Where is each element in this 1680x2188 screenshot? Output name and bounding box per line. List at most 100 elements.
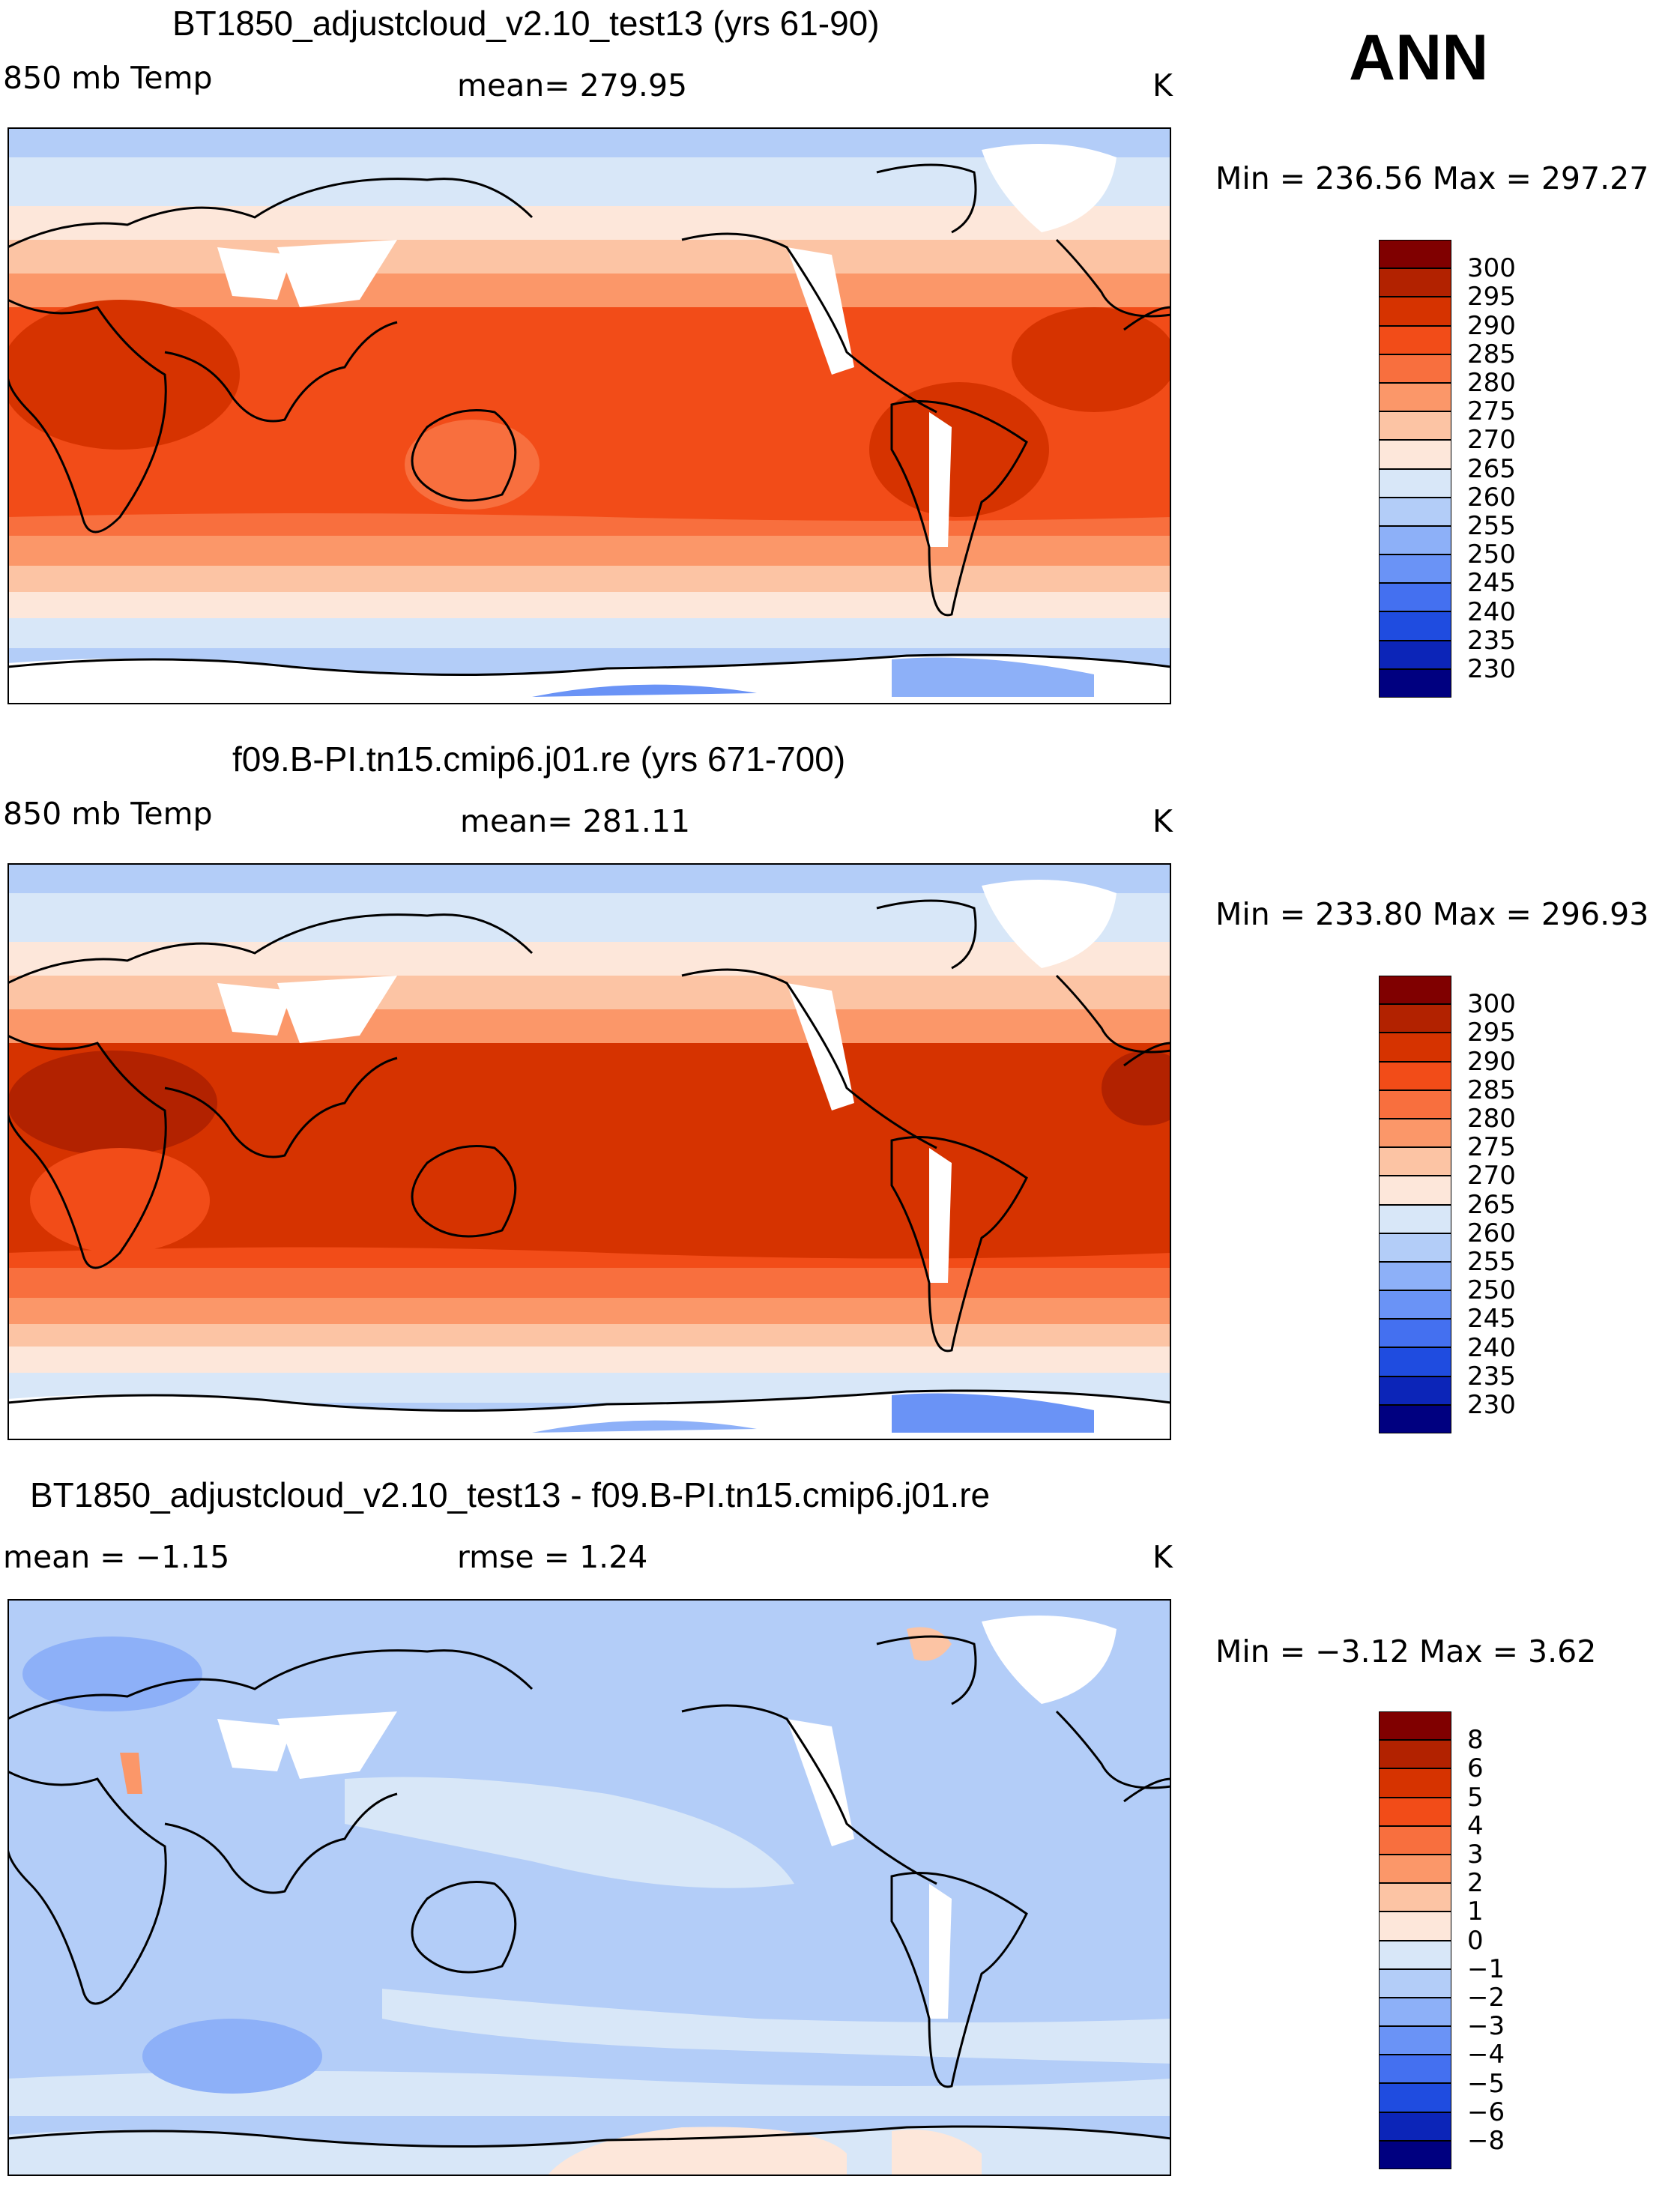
colorbar-tick-label: 3 <box>1467 1840 1484 1870</box>
colorbar-box <box>1379 611 1451 641</box>
colorbar-box <box>1379 1883 1451 1912</box>
colorbar-box <box>1379 2112 1451 2141</box>
panel-2-minmax: Min = 233.80 Max = 296.93 <box>1215 896 1649 932</box>
panel-1-minmax: Min = 236.56 Max = 297.27 <box>1215 160 1649 196</box>
colorbar-tick-label: 250 <box>1467 540 1516 570</box>
colorbar-box <box>1379 1768 1451 1798</box>
colorbar-tick-label: 290 <box>1467 1046 1516 1077</box>
colorbar-tick-label: −3 <box>1467 2011 1505 2042</box>
colorbar-box <box>1379 554 1451 584</box>
colorbar-box <box>1379 2055 1451 2084</box>
colorbar-box <box>1379 1404 1451 1433</box>
panel-3-minmax: Min = −3.12 Max = 3.62 <box>1215 1634 1597 1669</box>
panel-2-field-label: 850 mb Temp <box>3 796 213 832</box>
colorbar-tick-label: 300 <box>1467 253 1516 284</box>
colorbar-tick-label: 255 <box>1467 511 1516 541</box>
panel-3-difference-field <box>7 1599 1171 2176</box>
panel-1-mean-label: mean= 279.95 <box>457 67 688 103</box>
colorbar-box <box>1379 1233 1451 1262</box>
colorbar-tick-label: 230 <box>1467 1390 1516 1420</box>
colorbar-tick-label: −4 <box>1467 2040 1505 2070</box>
season-label: ANN <box>1349 22 1489 94</box>
panel-3-mean-label: mean = −1.15 <box>3 1539 230 1575</box>
colorbar-box <box>1379 297 1451 326</box>
colorbar-tick-label: 1 <box>1467 1897 1484 1927</box>
colorbar-box <box>1379 468 1451 498</box>
colorbar-tick-label: 0 <box>1467 1925 1484 1956</box>
panel-1-field-label: 850 mb Temp <box>3 60 213 96</box>
colorbar-box <box>1379 382 1451 412</box>
colorbar-box <box>1379 1968 1451 1998</box>
colorbar-tick-label: 295 <box>1467 1018 1516 1048</box>
colorbar-box <box>1379 525 1451 555</box>
colorbar-tick-label: −5 <box>1467 2068 1505 2099</box>
colorbar-tick-label: 240 <box>1467 1332 1516 1363</box>
colorbar-box <box>1379 1204 1451 1233</box>
colorbar-box <box>1379 583 1451 612</box>
colorbar-box <box>1379 268 1451 297</box>
colorbar-box <box>1379 1347 1451 1376</box>
panel-1-temperature-field <box>7 127 1171 704</box>
colorbar-box <box>1379 325 1451 354</box>
colorbar-box <box>1379 1711 1451 1741</box>
colorbar-box <box>1379 2140 1451 2169</box>
panel-1-title: BT1850_adjustcloud_v2.10_test13 (yrs 61-… <box>172 4 880 43</box>
colorbar-box <box>1379 240 1451 269</box>
panel-2-units: K <box>1152 803 1173 839</box>
colorbar-tick-label: 275 <box>1467 396 1516 427</box>
colorbar-box <box>1379 411 1451 441</box>
panel-3-units: K <box>1152 1539 1173 1575</box>
colorbar-box <box>1379 1061 1451 1090</box>
colorbar-tick-label: 295 <box>1467 282 1516 312</box>
colorbar-tick-label: 260 <box>1467 1218 1516 1248</box>
colorbar-tick-label: 4 <box>1467 1810 1484 1841</box>
colorbar-tick-label: 265 <box>1467 453 1516 484</box>
panel-3-rmse-label: rmse = 1.24 <box>457 1539 648 1575</box>
colorbar-tick-label: 265 <box>1467 1189 1516 1220</box>
panel-2-mean-label: mean= 281.11 <box>460 803 691 839</box>
colorbar-box <box>1379 1118 1451 1148</box>
colorbar-tick-label: −1 <box>1467 1953 1505 1984</box>
colorbar-box <box>1379 497 1451 526</box>
colorbar-tick-label: 285 <box>1467 1075 1516 1105</box>
colorbar-tick-label: −2 <box>1467 1983 1505 2013</box>
colorbar-tick-label: 280 <box>1467 368 1516 398</box>
colorbar-box <box>1379 1290 1451 1320</box>
colorbar-box <box>1379 1997 1451 2027</box>
colorbar-tick-label: −8 <box>1467 2126 1505 2156</box>
panel-1-units: K <box>1152 67 1173 103</box>
panel-3-title: BT1850_adjustcloud_v2.10_test13 - f09.B-… <box>30 1475 991 1514</box>
colorbar-box <box>1379 1147 1451 1176</box>
colorbar-box <box>1379 668 1451 698</box>
colorbar-box <box>1379 1940 1451 1969</box>
colorbar-tick-label: 290 <box>1467 310 1516 341</box>
colorbar-box <box>1379 1740 1451 1769</box>
colorbar-tick-label: 235 <box>1467 1361 1516 1391</box>
colorbar-tick-label: −6 <box>1467 2097 1505 2127</box>
colorbar-box <box>1379 1825 1451 1855</box>
panel-2-map <box>7 863 1171 1440</box>
colorbar-box <box>1379 1854 1451 1884</box>
panel-1-map <box>7 127 1171 704</box>
colorbar-tick-label: 5 <box>1467 1782 1484 1813</box>
colorbar-box <box>1379 1797 1451 1826</box>
colorbar-box <box>1379 440 1451 469</box>
colorbar-box <box>1379 1004 1451 1033</box>
colorbar-tick-label: 280 <box>1467 1104 1516 1134</box>
colorbar-box <box>1379 1090 1451 1119</box>
colorbar-tick-label: 275 <box>1467 1132 1516 1163</box>
colorbar-box <box>1379 1261 1451 1291</box>
colorbar-tick-label: 255 <box>1467 1247 1516 1277</box>
colorbar-box <box>1379 976 1451 1005</box>
colorbar-box <box>1379 2026 1451 2055</box>
colorbar-tick-label: 245 <box>1467 1304 1516 1335</box>
colorbar-tick-label: 270 <box>1467 1161 1516 1191</box>
panel-3-map <box>7 1599 1171 2176</box>
colorbar-box <box>1379 640 1451 669</box>
colorbar-tick-label: 8 <box>1467 1725 1484 1756</box>
colorbar-tick-label: 270 <box>1467 425 1516 456</box>
colorbar-box <box>1379 1319 1451 1348</box>
colorbar-tick-label: 240 <box>1467 596 1516 627</box>
colorbar-box <box>1379 1912 1451 1941</box>
colorbar-box <box>1379 1176 1451 1205</box>
